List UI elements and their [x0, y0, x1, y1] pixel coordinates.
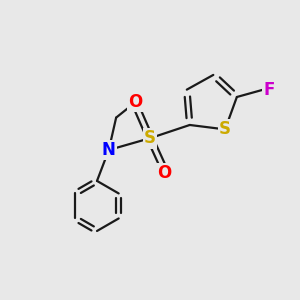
Text: S: S: [144, 129, 156, 147]
Text: O: O: [158, 164, 172, 182]
Text: S: S: [219, 120, 231, 138]
Text: N: N: [102, 141, 116, 159]
Text: F: F: [264, 81, 275, 99]
Text: O: O: [128, 93, 142, 111]
